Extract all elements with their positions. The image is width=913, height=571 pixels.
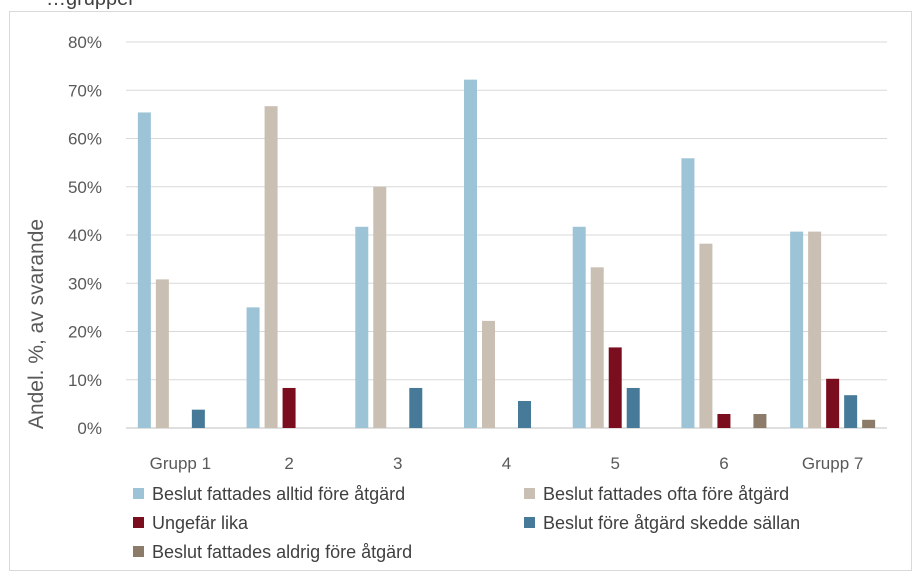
x-tick-label: 5 xyxy=(610,454,619,473)
bar xyxy=(826,378,840,428)
y-tick-label: 80% xyxy=(68,33,102,52)
y-tick-label: 10% xyxy=(68,371,102,390)
x-axis-ticks: Grupp 1 2 3 4 5 6 Grupp 7 xyxy=(150,454,864,473)
bars xyxy=(137,79,876,429)
legend-swatch xyxy=(133,517,144,528)
x-tick-label: 4 xyxy=(502,454,511,473)
bar xyxy=(464,79,477,428)
x-tick-label: 6 xyxy=(719,454,728,473)
bar xyxy=(246,307,260,428)
y-tick-label: 0% xyxy=(77,419,102,438)
bar xyxy=(409,387,423,428)
bar xyxy=(373,186,387,428)
bar xyxy=(681,158,695,428)
bar xyxy=(753,414,767,428)
bar xyxy=(862,419,876,428)
x-tick-label: 2 xyxy=(284,454,293,473)
x-tick-label: 3 xyxy=(393,454,402,473)
x-tick-label: Grupp 1 xyxy=(150,454,211,473)
bar xyxy=(844,395,858,428)
bar xyxy=(626,387,640,428)
y-tick-label: 40% xyxy=(68,226,102,245)
partial-caption: …grupper xyxy=(46,0,135,11)
legend-label: Beslut fattades ofta före åtgärd xyxy=(543,484,789,504)
legend-label: Beslut före åtgärd skedde sällan xyxy=(543,513,800,533)
legend-swatch xyxy=(133,488,144,499)
bar xyxy=(590,267,604,428)
x-tick-label: Grupp 7 xyxy=(802,454,863,473)
bar xyxy=(264,106,278,429)
legend: Beslut fattades alltid före åtgärd Beslut… xyxy=(133,484,800,562)
legend-label: Ungefär lika xyxy=(152,513,249,533)
y-tick-label: 20% xyxy=(68,323,102,342)
y-tick-label: 50% xyxy=(68,178,102,197)
y-tick-label: 60% xyxy=(68,130,102,149)
bar xyxy=(137,112,151,428)
bar xyxy=(191,409,205,428)
bar xyxy=(355,226,369,428)
y-tick-label: 70% xyxy=(68,81,102,100)
y-axis-ticks: 0% 10% 20% 30% 40% 50% 60% 70% 80% xyxy=(68,33,102,438)
legend-swatch xyxy=(524,488,535,499)
legend-label: Beslut fattades alltid före åtgärd xyxy=(152,484,405,504)
legend-swatch xyxy=(524,517,535,528)
bar xyxy=(808,231,822,428)
y-tick-label: 30% xyxy=(68,274,102,293)
gridlines xyxy=(126,41,887,429)
bar xyxy=(717,414,731,428)
bar xyxy=(699,243,713,428)
bar xyxy=(790,231,804,428)
bar xyxy=(518,400,531,428)
bar xyxy=(155,279,169,428)
bar xyxy=(608,347,622,428)
bar xyxy=(572,226,586,428)
y-axis-label: Andel. %, av svarande xyxy=(25,219,48,429)
bar xyxy=(482,320,495,428)
legend-label: Beslut fattades aldrig före åtgärd xyxy=(152,542,412,562)
bar xyxy=(282,387,296,428)
legend-swatch xyxy=(133,546,144,557)
